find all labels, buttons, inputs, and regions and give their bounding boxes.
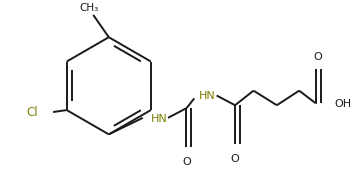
Text: Cl: Cl (26, 105, 38, 119)
Text: O: O (182, 157, 191, 167)
Text: O: O (231, 154, 239, 164)
Text: HN: HN (151, 114, 167, 124)
Text: OH: OH (334, 99, 351, 109)
Text: CH₃: CH₃ (80, 3, 99, 13)
Text: O: O (313, 51, 322, 61)
Text: HN: HN (199, 90, 216, 100)
